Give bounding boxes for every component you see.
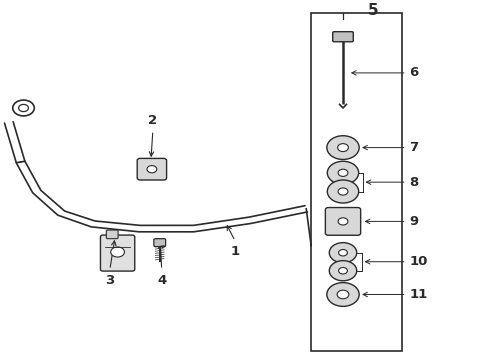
Text: 7: 7 bbox=[409, 141, 418, 154]
Text: 2: 2 bbox=[148, 114, 157, 127]
Circle shape bbox=[327, 136, 359, 159]
Circle shape bbox=[147, 166, 157, 173]
Circle shape bbox=[339, 249, 347, 256]
FancyBboxPatch shape bbox=[100, 235, 135, 271]
FancyBboxPatch shape bbox=[154, 239, 166, 247]
Circle shape bbox=[338, 218, 348, 225]
Circle shape bbox=[327, 180, 359, 203]
Circle shape bbox=[338, 169, 348, 176]
Text: 10: 10 bbox=[409, 255, 427, 268]
Circle shape bbox=[337, 290, 349, 299]
Text: 8: 8 bbox=[409, 176, 418, 189]
Circle shape bbox=[111, 247, 124, 257]
FancyBboxPatch shape bbox=[333, 32, 353, 42]
Circle shape bbox=[339, 267, 347, 274]
Circle shape bbox=[329, 243, 357, 263]
Text: 9: 9 bbox=[409, 215, 418, 228]
Circle shape bbox=[329, 261, 357, 281]
Bar bbox=[311, 13, 402, 351]
Circle shape bbox=[338, 144, 348, 152]
Circle shape bbox=[13, 100, 34, 116]
Circle shape bbox=[338, 188, 348, 195]
Text: 3: 3 bbox=[105, 274, 114, 287]
FancyBboxPatch shape bbox=[325, 207, 361, 235]
Text: 1: 1 bbox=[231, 245, 240, 258]
FancyBboxPatch shape bbox=[106, 230, 118, 239]
Text: 6: 6 bbox=[409, 66, 418, 80]
Circle shape bbox=[19, 104, 28, 112]
Text: 5: 5 bbox=[368, 3, 379, 18]
Text: 11: 11 bbox=[409, 288, 427, 301]
Circle shape bbox=[327, 283, 359, 306]
FancyBboxPatch shape bbox=[137, 158, 167, 180]
Text: 4: 4 bbox=[157, 274, 166, 287]
Circle shape bbox=[327, 161, 359, 184]
